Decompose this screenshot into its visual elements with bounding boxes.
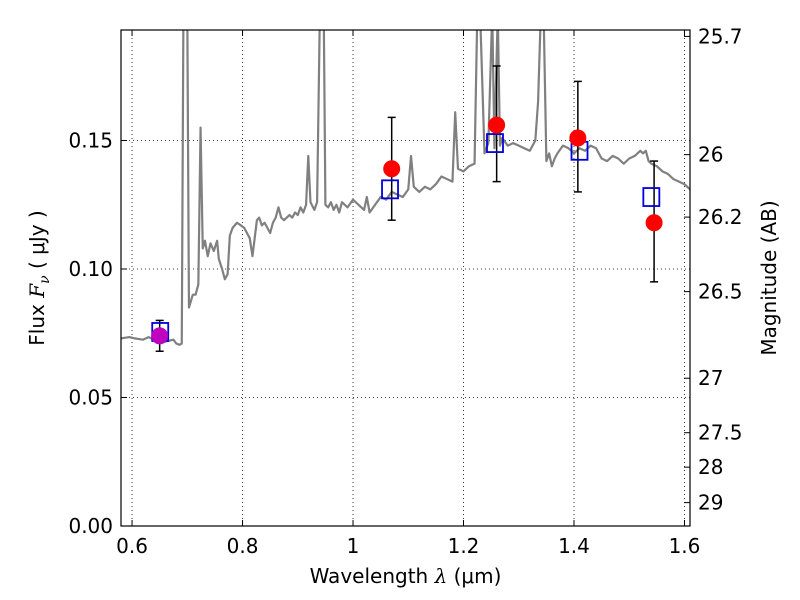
observed-photometry-point bbox=[383, 160, 401, 178]
y-tick-label: 0.10 bbox=[68, 257, 113, 281]
y2-tick-label: 29 bbox=[698, 491, 723, 515]
x-tick-label: 1.4 bbox=[558, 534, 590, 558]
y2-tick-label: 26.5 bbox=[698, 280, 743, 304]
y-tick-label: 0.05 bbox=[68, 386, 113, 410]
model-photometry-square bbox=[642, 187, 661, 207]
plot-area bbox=[121, 30, 690, 352]
x-axis-label: Wavelength λ (μm) bbox=[310, 564, 502, 588]
observed-photometry-point bbox=[569, 129, 587, 147]
x-tick-label: 1 bbox=[347, 534, 360, 558]
observed-photometry-point bbox=[488, 116, 506, 134]
observed-photometry-point bbox=[645, 214, 663, 232]
model-spectrum-line bbox=[121, 30, 690, 346]
x-tick-label: 0.6 bbox=[116, 534, 148, 558]
model-photometry-square bbox=[486, 133, 504, 153]
y2-tick-label: 26 bbox=[698, 143, 723, 167]
plot-frame bbox=[120, 29, 691, 527]
grid bbox=[121, 30, 690, 527]
model-photometry-square bbox=[381, 179, 399, 200]
y-tick-label: 0.00 bbox=[68, 514, 113, 538]
y2-tick-label: 27.5 bbox=[698, 421, 743, 445]
y-tick-label: 0.15 bbox=[68, 129, 113, 153]
x-tick-label: 1.2 bbox=[448, 534, 480, 558]
secondary-y-axis-label: Magnitude (AB) bbox=[757, 200, 781, 355]
x-tick-label: 1.6 bbox=[669, 534, 701, 558]
observed-photometry-point bbox=[151, 327, 169, 345]
y2-tick-label: 28 bbox=[698, 455, 723, 479]
axis-ticks: 0.6 0.8 1 1.2 1.4 1.6 0.00 0.05 0.10 0.15 25.7 26 26… bbox=[68, 24, 742, 558]
y2-tick-label: 25.7 bbox=[698, 24, 743, 48]
x-tick-label: 0.8 bbox=[227, 534, 259, 558]
y-axis-label: Flux Fν ( μJy ) bbox=[25, 210, 53, 345]
y2-tick-label: 27 bbox=[698, 366, 723, 390]
y2-tick-label: 26.2 bbox=[698, 205, 743, 229]
